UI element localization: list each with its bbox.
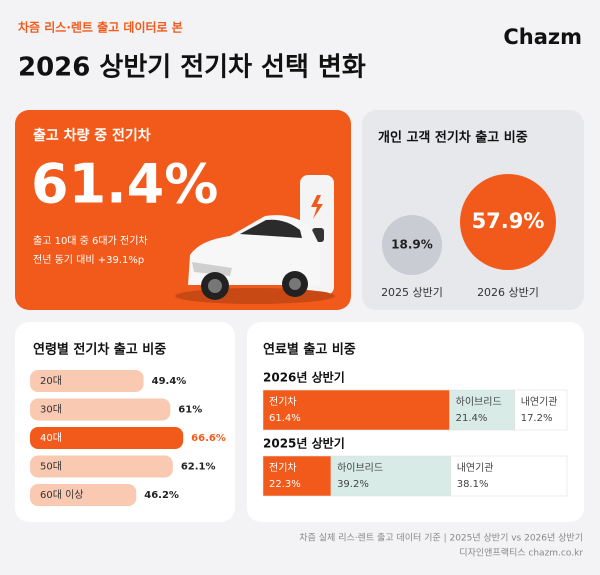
fuel-segment bbox=[330, 455, 452, 497]
logo: Chazm bbox=[503, 25, 582, 49]
card-title: 연령별 전기차 출고 비중 bbox=[33, 342, 166, 358]
footer-note: 차즘 실제 리스·렌트 출고 데이터 기준 | 2025년 상반기 vs 202… bbox=[299, 532, 583, 544]
segment-value: 61.4% bbox=[269, 413, 301, 424]
age-category: 30대 bbox=[40, 404, 62, 416]
fuel-segment bbox=[449, 389, 516, 431]
segment-value: 38.1% bbox=[457, 479, 489, 490]
age-value: 66.6% bbox=[191, 433, 226, 444]
segment-value: 39.2% bbox=[337, 479, 369, 490]
age-category: 20대 bbox=[40, 375, 62, 387]
age-category: 50대 bbox=[40, 461, 62, 473]
age-value: 46.2% bbox=[144, 490, 179, 501]
segment-name: 내연기관 bbox=[457, 462, 494, 474]
fuel-segment bbox=[262, 455, 332, 497]
age-value: 61% bbox=[178, 405, 202, 416]
hero-line: 출고 10대 중 6대가 전기차 bbox=[33, 235, 148, 247]
bubble bbox=[460, 174, 556, 270]
segment-value: 22.3% bbox=[269, 479, 301, 490]
age-bar bbox=[30, 427, 184, 449]
card-title: 연료별 출고 비중 bbox=[263, 342, 356, 358]
segment-name: 하이브리드 bbox=[456, 395, 502, 408]
segment-name: 전기차 bbox=[269, 462, 297, 474]
card-title: 개인 고객 전기차 출고 비중 bbox=[378, 130, 528, 146]
fuel-segment bbox=[514, 389, 568, 431]
bubble-category: 2026 상반기 bbox=[477, 286, 539, 299]
row-title: 2025년 상반기 bbox=[263, 436, 345, 451]
hero-value: 61.4% bbox=[31, 153, 218, 216]
bubble-category: 2025 상반기 bbox=[381, 286, 443, 299]
fuel-segment bbox=[262, 389, 450, 431]
footer-note: 디자인앤프랙티스 chazm.co.kr bbox=[459, 548, 583, 559]
bubble-label: 57.9% bbox=[472, 209, 545, 233]
age-category: 40대 bbox=[40, 432, 62, 444]
segment-value: 17.2% bbox=[521, 413, 553, 424]
segment-name: 하이브리드 bbox=[337, 461, 383, 474]
bubble-label: 18.9% bbox=[391, 238, 433, 252]
age-bar bbox=[30, 370, 144, 392]
age-bar bbox=[30, 398, 171, 421]
hero-label: 출고 차량 중 전기차 bbox=[33, 127, 151, 144]
segment-value: 21.4% bbox=[456, 413, 488, 424]
car-illustration bbox=[175, 175, 335, 304]
age-value: 49.4% bbox=[152, 376, 187, 387]
bubble bbox=[382, 215, 442, 275]
segment-name: 내연기관 bbox=[521, 396, 558, 408]
age-bar bbox=[30, 484, 137, 506]
kicker: 차즘 리스·렌트 출고 데이터로 본 bbox=[18, 20, 183, 35]
age-value: 62.1% bbox=[181, 462, 216, 473]
hero-line: 전년 동기 대비 +39.1%p bbox=[33, 254, 144, 266]
age-bar bbox=[30, 455, 173, 478]
fuel-segment bbox=[450, 455, 568, 497]
title: 2026 상반기 전기차 선택 변화 bbox=[18, 53, 366, 83]
segment-name: 전기차 bbox=[269, 396, 297, 408]
age-category: 60대 이상 bbox=[40, 489, 84, 501]
row-title: 2026년 상반기 bbox=[263, 370, 345, 385]
